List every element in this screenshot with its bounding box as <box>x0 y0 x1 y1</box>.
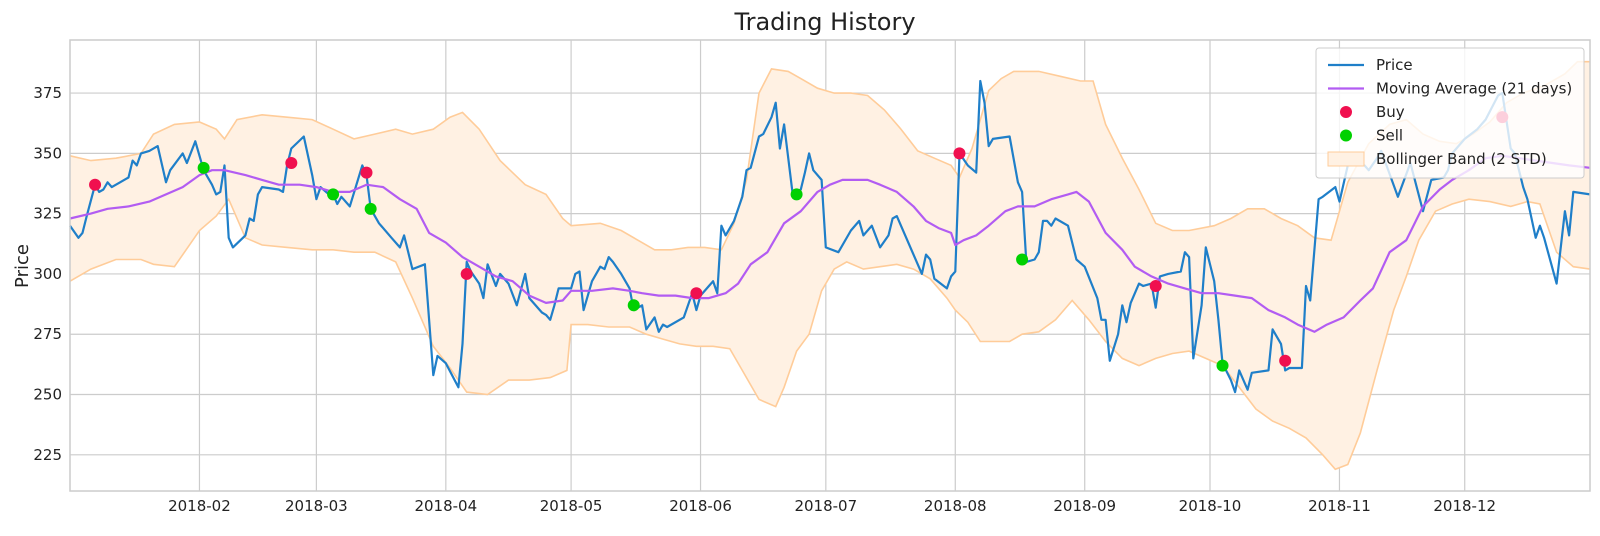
legend-buy-swatch <box>1340 106 1352 118</box>
sell-marker <box>327 188 340 201</box>
y-tick-label: 225 <box>33 446 62 464</box>
x-tick-label: 2018-09 <box>1053 497 1116 515</box>
legend-box <box>1315 47 1585 179</box>
sell-marker <box>364 202 377 215</box>
buy-marker <box>89 178 102 191</box>
buy-marker <box>690 287 703 300</box>
y-tick-label: 350 <box>33 144 62 162</box>
y-tick-label: 300 <box>33 265 62 283</box>
legend-buy-label: Buy <box>1376 103 1405 121</box>
x-tick-label: 2018-10 <box>1179 497 1242 515</box>
legend-price-label: Price <box>1376 56 1413 74</box>
legend: Price Moving Average (21 days) Buy Sell Boll… <box>1315 47 1585 179</box>
sell-marker <box>790 188 803 201</box>
chart-title: Trading History <box>733 8 915 36</box>
buy-marker <box>285 157 298 169</box>
x-tick-label: 2018-12 <box>1433 497 1496 515</box>
sell-marker <box>197 161 210 174</box>
x-tick-label: 2018-08 <box>924 497 987 515</box>
bollinger-band <box>69 60 1591 471</box>
x-tick-label: 2018-04 <box>414 497 477 515</box>
x-tick-label: 2018-02 <box>168 497 231 515</box>
y-axis-label: Price <box>12 244 33 288</box>
x-tick-label: 2018-07 <box>794 497 857 515</box>
legend-band-label: Bollinger Band (2 STD) <box>1376 150 1547 168</box>
legend-sell-swatch <box>1340 129 1352 142</box>
y-tick-label: 250 <box>33 386 62 404</box>
y-tick-label: 325 <box>33 205 62 223</box>
buy-marker <box>953 147 966 160</box>
y-tick-label: 275 <box>33 325 62 343</box>
x-tick-label: 2018-05 <box>540 497 603 515</box>
y-tick-label: 375 <box>33 84 62 102</box>
buy-marker <box>1279 354 1292 367</box>
sell-marker <box>1016 253 1029 266</box>
x-tick-label: 2018-03 <box>285 497 348 515</box>
sell-marker <box>1216 359 1229 372</box>
x-tick-label: 2018-11 <box>1308 497 1371 515</box>
band-lower-edge <box>69 197 1591 471</box>
moving-average-line <box>69 154 1591 333</box>
x-tick-label: 2018-06 <box>669 497 732 515</box>
legend-band-swatch <box>1327 151 1365 167</box>
legend-moving_average-label: Moving Average (21 days) <box>1376 80 1572 98</box>
buy-marker <box>360 166 373 179</box>
plot-frame <box>69 39 1591 492</box>
x-tick-labels: 2018-02 2018-03 2018-04 2018-05 2018-06 2018-… <box>168 497 1496 515</box>
buy-marker <box>1149 280 1162 292</box>
legend-sell-label: Sell <box>1376 127 1403 145</box>
buy-marker <box>460 267 473 280</box>
band-upper-edge <box>69 60 1590 251</box>
y-tick-labels: 225 250 275 300 325 350 375 <box>33 84 62 464</box>
sell-marker <box>627 299 640 312</box>
